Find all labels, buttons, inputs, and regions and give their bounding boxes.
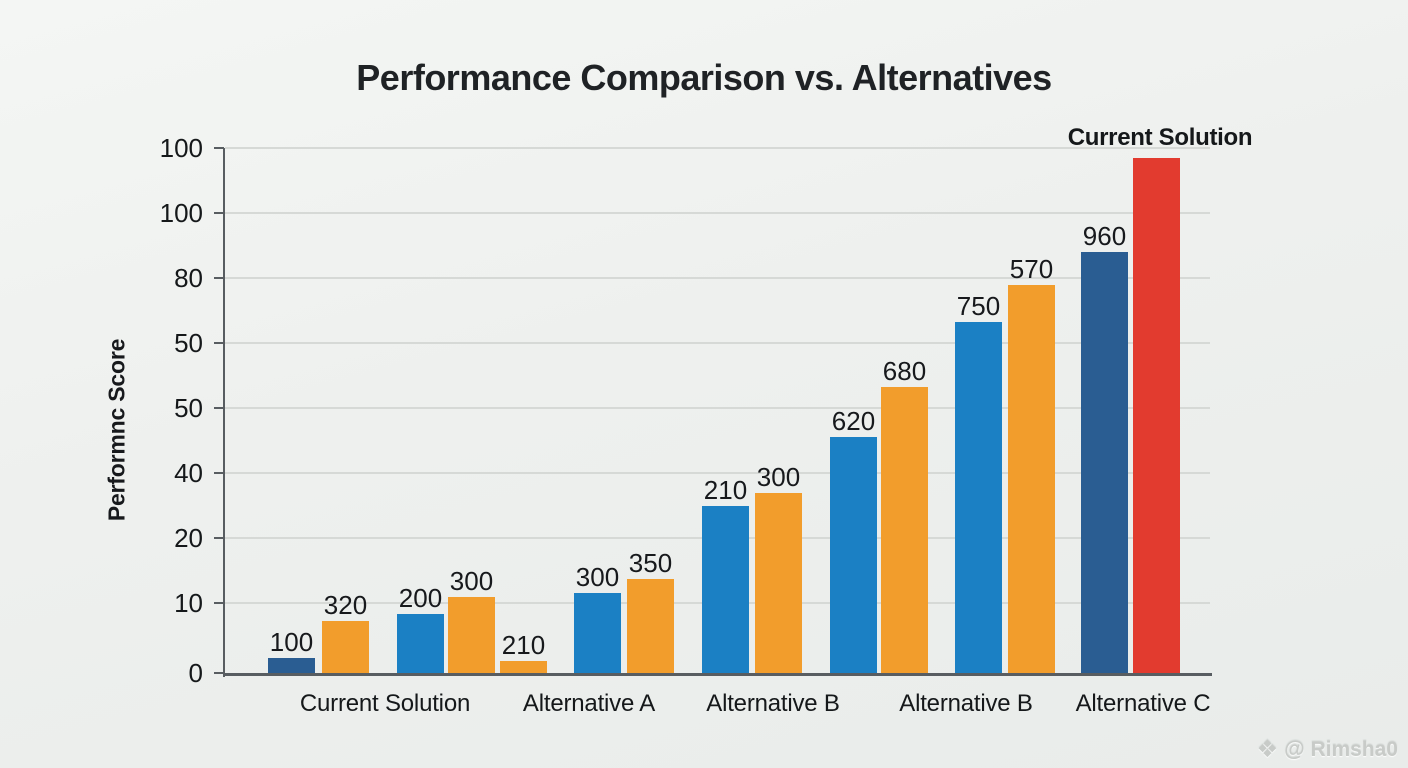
gridline bbox=[225, 472, 1210, 474]
watermark-text: @ Rimsha0 bbox=[1284, 738, 1398, 761]
bar-value-label: 210 bbox=[703, 475, 748, 505]
y-tick bbox=[214, 407, 224, 409]
y-tick-label: 50 bbox=[174, 393, 203, 423]
gridline bbox=[225, 147, 1210, 149]
bar-value-label: 750 bbox=[956, 291, 1001, 321]
chart-bar-orange bbox=[500, 661, 547, 673]
chart-bar-blue bbox=[397, 614, 444, 673]
chart-bar-orange bbox=[448, 597, 495, 673]
x-axis-label: Alternative A bbox=[522, 690, 656, 717]
x-axis-label: Alternative B bbox=[706, 690, 840, 717]
chart-bar-navy bbox=[1081, 252, 1128, 673]
x-axis-label: Current Solution bbox=[299, 690, 471, 717]
x-axis-label: Alternative C bbox=[1075, 690, 1211, 717]
chart-bar-orange bbox=[755, 493, 802, 673]
chart-bar-blue bbox=[574, 593, 621, 673]
y-tick-label: 100 bbox=[159, 133, 203, 163]
bar-value-label: 680 bbox=[882, 356, 927, 386]
y-tick bbox=[214, 212, 224, 214]
bar-value-label: 300 bbox=[575, 562, 620, 592]
y-tick bbox=[214, 602, 224, 604]
y-tick-label: 100 bbox=[159, 198, 203, 228]
y-tick bbox=[214, 147, 224, 149]
y-tick bbox=[214, 537, 224, 539]
gridline bbox=[225, 277, 1210, 279]
y-tick-label: 40 bbox=[174, 458, 203, 488]
chart-bar-orange bbox=[881, 387, 928, 673]
y-tick-label: 50 bbox=[174, 328, 203, 358]
bar-value-label: 350 bbox=[628, 548, 673, 578]
bar-value-label: 100 bbox=[269, 627, 314, 657]
y-tick-label: 0 bbox=[188, 658, 203, 688]
watermark: ❖ @ Rimsha0 bbox=[1257, 738, 1398, 762]
bar-value-label: 200 bbox=[398, 583, 443, 613]
bar-value-label: 300 bbox=[756, 462, 801, 492]
bar-value-label: 300 bbox=[449, 566, 494, 596]
gridline bbox=[225, 407, 1210, 409]
bar-value-label: 620 bbox=[831, 406, 876, 436]
y-tick-label: 10 bbox=[174, 588, 203, 618]
diamond-logo-icon: ❖ bbox=[1256, 736, 1279, 763]
gridline bbox=[225, 212, 1210, 214]
y-tick bbox=[214, 672, 224, 674]
y-tick bbox=[214, 342, 224, 344]
chart-bar-navy bbox=[268, 658, 315, 673]
chart-bar-blue bbox=[830, 437, 877, 673]
y-axis-line bbox=[223, 148, 225, 677]
gridline bbox=[225, 342, 1210, 344]
x-axis-line bbox=[223, 673, 1212, 676]
chart-bar-blue bbox=[702, 506, 749, 673]
chart-bar-red bbox=[1133, 158, 1180, 673]
bar-value-label: 320 bbox=[323, 590, 368, 620]
y-tick bbox=[214, 472, 224, 474]
bar-value-label: 210 bbox=[501, 630, 546, 660]
chart-title: Performance Comparison vs. Alternatives bbox=[356, 57, 1052, 98]
chart-bar-orange bbox=[1008, 285, 1055, 673]
chart-bar-orange bbox=[627, 579, 674, 673]
chart-bar-orange bbox=[322, 621, 369, 673]
y-tick bbox=[214, 277, 224, 279]
bar-value-label: 570 bbox=[1009, 254, 1054, 284]
y-tick-label: 20 bbox=[174, 523, 203, 553]
y-axis-title: Performnc Score bbox=[103, 338, 130, 522]
y-tick-label: 80 bbox=[174, 263, 203, 293]
bar-annotation: Current Solution bbox=[1067, 124, 1253, 151]
bar-value-label: 960 bbox=[1082, 221, 1127, 251]
chart-bar-blue bbox=[955, 322, 1002, 673]
x-axis-label: Alternative B bbox=[899, 690, 1033, 717]
